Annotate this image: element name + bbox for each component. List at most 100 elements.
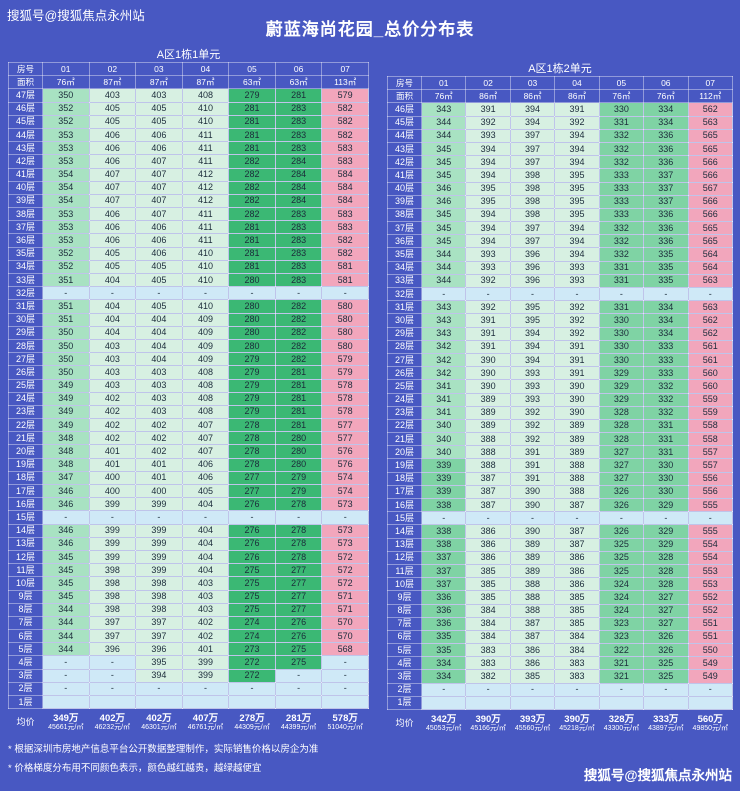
price-cell: 331 bbox=[643, 445, 689, 460]
price-cell: 392 bbox=[554, 300, 600, 315]
price-cell: 397 bbox=[88, 629, 137, 644]
price-cell: 282 bbox=[228, 193, 276, 209]
price-cell: 384 bbox=[465, 603, 511, 618]
floor-label: 29层 bbox=[8, 325, 43, 340]
price-cell: 549 bbox=[687, 656, 734, 671]
price-cell: 281 bbox=[274, 391, 323, 406]
price-cell: 281 bbox=[228, 114, 276, 129]
table-row: 5层 344 396 396 401 273 275 568 bbox=[8, 642, 369, 657]
price-cell: 330 bbox=[598, 326, 645, 341]
table-row: 7层 344 397 397 402 274 276 570 bbox=[8, 615, 369, 631]
floor-label: 14层 bbox=[387, 524, 422, 539]
price-cell: 582 bbox=[321, 114, 369, 129]
price-cell: 330 bbox=[643, 458, 689, 473]
price-cell: 410 bbox=[181, 272, 230, 288]
room-number: 04 bbox=[181, 61, 230, 77]
floor-label: 4层 bbox=[8, 655, 43, 670]
floor-label: 40层 bbox=[8, 180, 43, 195]
price-cell: 352 bbox=[42, 259, 90, 275]
price-cell: 411 bbox=[181, 154, 230, 169]
price-cell: 402 bbox=[88, 391, 137, 406]
price-cell: 280 bbox=[274, 457, 323, 472]
price-cell: 330 bbox=[598, 352, 645, 368]
price-cell: 388 bbox=[554, 471, 600, 486]
price-cell: 407 bbox=[135, 180, 183, 195]
price-cell: 402 bbox=[88, 418, 137, 433]
avg-cell: 342万 45053元/㎡ bbox=[422, 710, 466, 738]
price-cell: 383 bbox=[554, 656, 600, 671]
price-cell: 392 bbox=[465, 273, 511, 289]
table-row: 36层 353 406 406 411 281 283 582 bbox=[8, 233, 369, 248]
table-row: 27层 342 390 394 391 330 333 561 bbox=[387, 352, 734, 368]
price-cell: 407 bbox=[135, 207, 183, 222]
price-cell: - bbox=[643, 286, 689, 302]
price-cell: 572 bbox=[321, 549, 369, 565]
price-cell: 399 bbox=[181, 668, 230, 683]
price-cell: 350 bbox=[42, 338, 90, 354]
floor-label: 17层 bbox=[8, 483, 43, 499]
price-cell: - bbox=[321, 510, 369, 525]
table-row: 15层 - - - - - - - bbox=[8, 510, 369, 525]
price-cell: 281 bbox=[228, 127, 276, 143]
area-value: 63㎡ bbox=[274, 75, 323, 90]
room-number: 02 bbox=[465, 75, 511, 91]
room-number: 04 bbox=[554, 75, 600, 91]
table-row: 20层 340 388 391 389 327 331 557 bbox=[387, 445, 734, 460]
price-cell: 559 bbox=[687, 392, 734, 407]
price-cell: 328 bbox=[643, 563, 689, 579]
price-cell: 407 bbox=[181, 418, 230, 433]
floor-label: 16层 bbox=[8, 497, 43, 512]
price-cell: 277 bbox=[274, 576, 323, 591]
price-cell: 388 bbox=[554, 458, 600, 473]
price-cell: - bbox=[42, 286, 90, 301]
price-cell: 406 bbox=[88, 233, 137, 248]
avg-total-price: 407万 bbox=[192, 712, 219, 724]
price-cell: 277 bbox=[228, 470, 276, 486]
price-cell: 582 bbox=[321, 101, 369, 116]
avg-unit-price: 45560元/㎡ bbox=[514, 725, 551, 733]
table-row: 5层 335 383 386 384 322 326 550 bbox=[387, 643, 734, 658]
price-cell: 392 bbox=[509, 405, 556, 420]
price-cell: 332 bbox=[598, 155, 645, 170]
price-cell: 398 bbox=[88, 602, 137, 617]
price-cell: 346 bbox=[42, 523, 90, 538]
table-row: 45层 344 392 394 392 331 334 563 bbox=[387, 115, 734, 130]
price-cell: 404 bbox=[135, 325, 183, 340]
table-row: 21层 340 388 392 389 328 331 558 bbox=[387, 432, 734, 447]
price-cell bbox=[228, 694, 276, 710]
price-cell: 351 bbox=[42, 312, 90, 327]
table-row: 25层 341 390 393 390 329 332 560 bbox=[387, 379, 734, 394]
floor-label: 5层 bbox=[8, 642, 43, 657]
price-cell: 390 bbox=[554, 379, 600, 394]
price-cell: 386 bbox=[465, 524, 511, 539]
floor-label: 39层 bbox=[387, 194, 422, 209]
price-cell: 407 bbox=[135, 193, 183, 209]
price-cell: 409 bbox=[181, 325, 230, 340]
price-cell: 336 bbox=[420, 603, 467, 618]
price-cell: 332 bbox=[598, 141, 645, 157]
price-cell: 280 bbox=[228, 312, 276, 327]
price-cell: 329 bbox=[598, 366, 645, 381]
price-cell: 335 bbox=[420, 629, 467, 645]
floor-label: 11层 bbox=[387, 563, 422, 579]
price-cell: 331 bbox=[643, 418, 689, 434]
price-cell: - bbox=[181, 286, 230, 301]
price-cell bbox=[420, 695, 467, 711]
price-cell: 338 bbox=[420, 497, 467, 513]
table-row: 33层 344 392 396 393 331 335 563 bbox=[387, 273, 734, 289]
table-row: 44层 344 393 397 394 332 336 565 bbox=[387, 128, 734, 143]
area-value: 86㎡ bbox=[465, 89, 511, 104]
price-cell: 404 bbox=[88, 312, 137, 327]
table-row: 42层 345 394 397 394 332 336 566 bbox=[387, 155, 734, 170]
price-cell: 404 bbox=[181, 536, 230, 551]
price-cell: 577 bbox=[321, 418, 369, 433]
price-cell: 332 bbox=[598, 128, 645, 143]
price-cell: - bbox=[181, 681, 230, 697]
price-cell: 396 bbox=[88, 642, 137, 657]
price-cell: 392 bbox=[554, 115, 600, 130]
price-cell: 327 bbox=[643, 603, 689, 618]
price-cell: 345 bbox=[42, 549, 90, 565]
price-cell: 572 bbox=[321, 563, 369, 578]
price-cell: 410 bbox=[181, 114, 230, 129]
price-cell: 345 bbox=[42, 589, 90, 604]
